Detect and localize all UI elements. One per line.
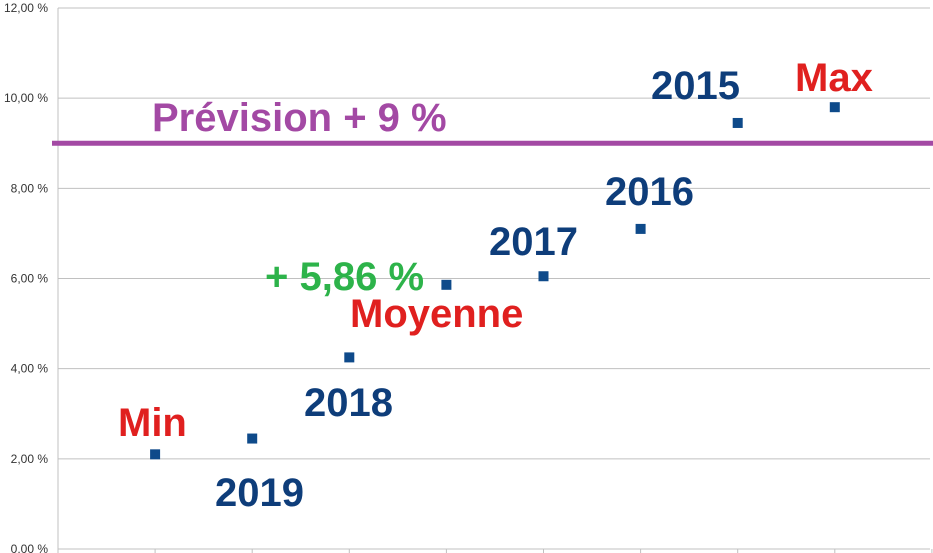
data-point (247, 433, 258, 444)
annotation-label: 2017 (489, 220, 578, 264)
reference-line-label: Prévision + 9 % (152, 96, 447, 140)
annotation-label: Max (795, 56, 873, 100)
y-tick-label: 6,00 % (11, 272, 49, 286)
y-tick-label: 2,00 % (11, 452, 49, 466)
annotation-label: Min (118, 401, 187, 445)
y-tick-label: 4,00 % (11, 362, 49, 376)
annotation-label: 2019 (215, 471, 304, 515)
annotation-label: + 5,86 % (265, 255, 424, 299)
data-point (829, 102, 840, 113)
y-tick-label: 8,00 % (11, 181, 49, 195)
data-point (732, 117, 743, 128)
data-point (635, 223, 646, 234)
data-point (538, 271, 549, 282)
y-tick-label: 12,00 % (4, 1, 48, 15)
y-tick-label: 10,00 % (4, 91, 48, 105)
data-point (441, 279, 452, 290)
data-point (344, 352, 355, 363)
data-point (150, 449, 161, 460)
annotation-label: Moyenne (350, 292, 523, 336)
annotation-label: 2015 (651, 64, 740, 108)
y-tick-label: 0,00 % (11, 542, 49, 553)
annotation-label: 2018 (304, 381, 393, 425)
annotation-label: 2016 (605, 170, 694, 214)
